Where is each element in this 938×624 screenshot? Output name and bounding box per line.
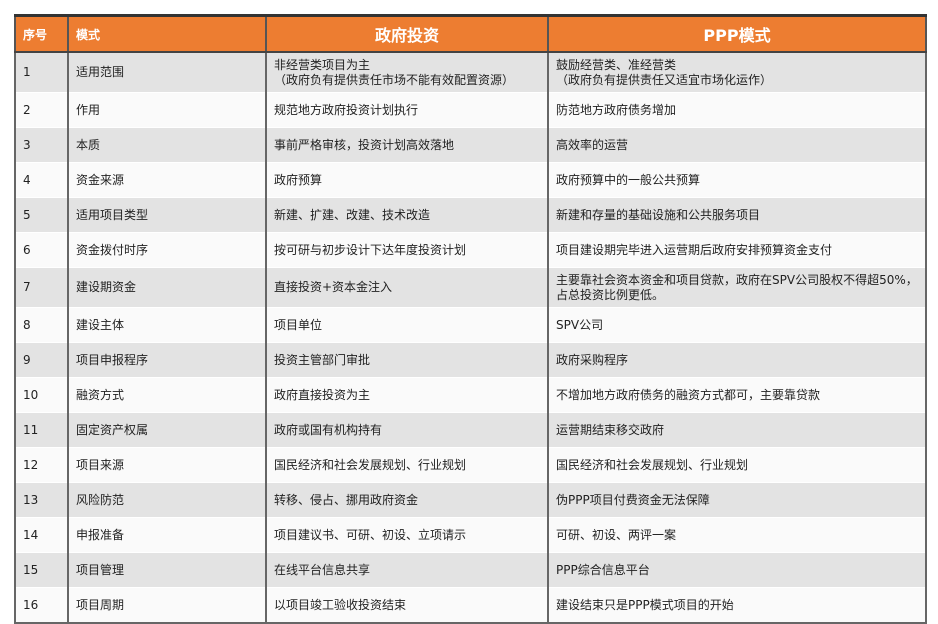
cell-ppp-mode: 鼓励经营类、准经营类 （政府负有提供责任又适宜市场化运作） <box>547 52 927 93</box>
cell-government-investment: 在线平台信息共享 <box>265 552 549 588</box>
cell-mode: 作用 <box>67 92 267 128</box>
table-row: 16 项目周期 以项目竣工验收投资结束 建设结束只是PPP模式项目的开始 <box>14 587 927 624</box>
cell-ppp-mode: 可研、初设、两评一案 <box>547 517 927 553</box>
cell-index: 6 <box>14 232 69 268</box>
table-row: 12 项目来源 国民经济和社会发展规划、行业规划 国民经济和社会发展规划、行业规划 <box>14 447 927 483</box>
cell-government-investment: 按可研与初步设计下达年度投资计划 <box>265 232 549 268</box>
cell-ppp-mode: 新建和存量的基础设施和公共服务项目 <box>547 197 927 233</box>
cell-index: 14 <box>14 517 69 553</box>
cell-index: 3 <box>14 127 69 163</box>
cell-ppp-mode: 主要靠社会资本资金和项目贷款，政府在SPV公司股权不得超50%，占总投资比例更低… <box>547 267 927 308</box>
cell-index: 7 <box>14 267 69 308</box>
cell-mode: 本质 <box>67 127 267 163</box>
table-row: 9 项目申报程序 投资主管部门审批 政府采购程序 <box>14 342 927 378</box>
cell-mode: 固定资产权属 <box>67 412 267 448</box>
cell-ppp-mode: 伪PPP项目付费资金无法保障 <box>547 482 927 518</box>
cell-mode: 申报准备 <box>67 517 267 553</box>
cell-ppp-mode: 政府采购程序 <box>547 342 927 378</box>
cell-index: 13 <box>14 482 69 518</box>
cell-ppp-mode: PPP综合信息平台 <box>547 552 927 588</box>
table-row: 7 建设期资金 直接投资+资本金注入 主要靠社会资本资金和项目贷款，政府在SPV公司股… <box>14 267 927 308</box>
cell-index: 8 <box>14 307 69 343</box>
cell-ppp-mode: 高效率的运营 <box>547 127 927 163</box>
cell-mode: 建设主体 <box>67 307 267 343</box>
cell-government-investment: 投资主管部门审批 <box>265 342 549 378</box>
cell-mode: 资金来源 <box>67 162 267 198</box>
table-row: 8 建设主体 项目单位 SPV公司 <box>14 307 927 343</box>
cell-government-investment: 转移、侵占、挪用政府资金 <box>265 482 549 518</box>
cell-mode: 项目来源 <box>67 447 267 483</box>
cell-government-investment: 项目单位 <box>265 307 549 343</box>
cell-government-investment: 以项目竣工验收投资结束 <box>265 587 549 624</box>
cell-mode: 项目申报程序 <box>67 342 267 378</box>
table-row: 15 项目管理 在线平台信息共享 PPP综合信息平台 <box>14 552 927 588</box>
cell-government-investment: 政府或国有机构持有 <box>265 412 549 448</box>
table-row: 2 作用 规范地方政府投资计划执行 防范地方政府债务增加 <box>14 92 927 128</box>
cell-index: 15 <box>14 552 69 588</box>
cell-index: 11 <box>14 412 69 448</box>
cell-ppp-mode: 国民经济和社会发展规划、行业规划 <box>547 447 927 483</box>
table-row: 13 风险防范 转移、侵占、挪用政府资金 伪PPP项目付费资金无法保障 <box>14 482 927 518</box>
table-row: 1 适用范围 非经营类项目为主 （政府负有提供责任市场不能有效配置资源） 鼓励经营类、… <box>14 52 927 93</box>
cell-government-investment: 政府直接投资为主 <box>265 377 549 413</box>
cell-government-investment: 非经营类项目为主 （政府负有提供责任市场不能有效配置资源） <box>265 52 549 93</box>
header-government-investment: 政府投资 <box>265 14 549 53</box>
cell-ppp-mode: 政府预算中的一般公共预算 <box>547 162 927 198</box>
cell-mode: 建设期资金 <box>67 267 267 308</box>
table-body: 1 适用范围 非经营类项目为主 （政府负有提供责任市场不能有效配置资源） 鼓励经营类、… <box>14 52 927 624</box>
table-row: 3 本质 事前严格审核，投资计划高效落地 高效率的运营 <box>14 127 927 163</box>
cell-ppp-mode: 项目建设期完毕进入运营期后政府安排预算资金支付 <box>547 232 927 268</box>
table-row: 4 资金来源 政府预算 政府预算中的一般公共预算 <box>14 162 927 198</box>
cell-government-investment: 直接投资+资本金注入 <box>265 267 549 308</box>
cell-index: 12 <box>14 447 69 483</box>
cell-ppp-mode: 运营期结束移交政府 <box>547 412 927 448</box>
comparison-table: 序号 模式 政府投资 PPP模式 1 适用范围 非经营类项目为主 （政府负有提供责任… <box>14 14 927 624</box>
table-row: 10 融资方式 政府直接投资为主 不增加地方政府债务的融资方式都可，主要靠贷款 <box>14 377 927 413</box>
cell-ppp-mode: 不增加地方政府债务的融资方式都可，主要靠贷款 <box>547 377 927 413</box>
cell-index: 5 <box>14 197 69 233</box>
header-row: 序号 模式 政府投资 PPP模式 <box>14 14 927 53</box>
cell-government-investment: 新建、扩建、改建、技术改造 <box>265 197 549 233</box>
table-row: 11 固定资产权属 政府或国有机构持有 运营期结束移交政府 <box>14 412 927 448</box>
cell-mode: 项目周期 <box>67 587 267 624</box>
cell-index: 1 <box>14 52 69 93</box>
cell-index: 4 <box>14 162 69 198</box>
cell-mode: 项目管理 <box>67 552 267 588</box>
cell-index: 10 <box>14 377 69 413</box>
cell-government-investment: 政府预算 <box>265 162 549 198</box>
cell-ppp-mode: SPV公司 <box>547 307 927 343</box>
header-mode: 模式 <box>67 14 267 53</box>
cell-index: 9 <box>14 342 69 378</box>
header-index: 序号 <box>14 14 69 53</box>
cell-index: 2 <box>14 92 69 128</box>
cell-government-investment: 项目建议书、可研、初设、立项请示 <box>265 517 549 553</box>
header-ppp-mode: PPP模式 <box>547 14 927 53</box>
table-row: 5 适用项目类型 新建、扩建、改建、技术改造 新建和存量的基础设施和公共服务项目 <box>14 197 927 233</box>
cell-mode: 适用项目类型 <box>67 197 267 233</box>
cell-mode: 适用范围 <box>67 52 267 93</box>
cell-government-investment: 事前严格审核，投资计划高效落地 <box>265 127 549 163</box>
cell-government-investment: 规范地方政府投资计划执行 <box>265 92 549 128</box>
cell-mode: 资金拨付时序 <box>67 232 267 268</box>
cell-mode: 风险防范 <box>67 482 267 518</box>
cell-ppp-mode: 防范地方政府债务增加 <box>547 92 927 128</box>
table-row: 14 申报准备 项目建议书、可研、初设、立项请示 可研、初设、两评一案 <box>14 517 927 553</box>
cell-index: 16 <box>14 587 69 624</box>
cell-ppp-mode: 建设结束只是PPP模式项目的开始 <box>547 587 927 624</box>
cell-mode: 融资方式 <box>67 377 267 413</box>
table-row: 6 资金拨付时序 按可研与初步设计下达年度投资计划 项目建设期完毕进入运营期后政府安排… <box>14 232 927 268</box>
cell-government-investment: 国民经济和社会发展规划、行业规划 <box>265 447 549 483</box>
